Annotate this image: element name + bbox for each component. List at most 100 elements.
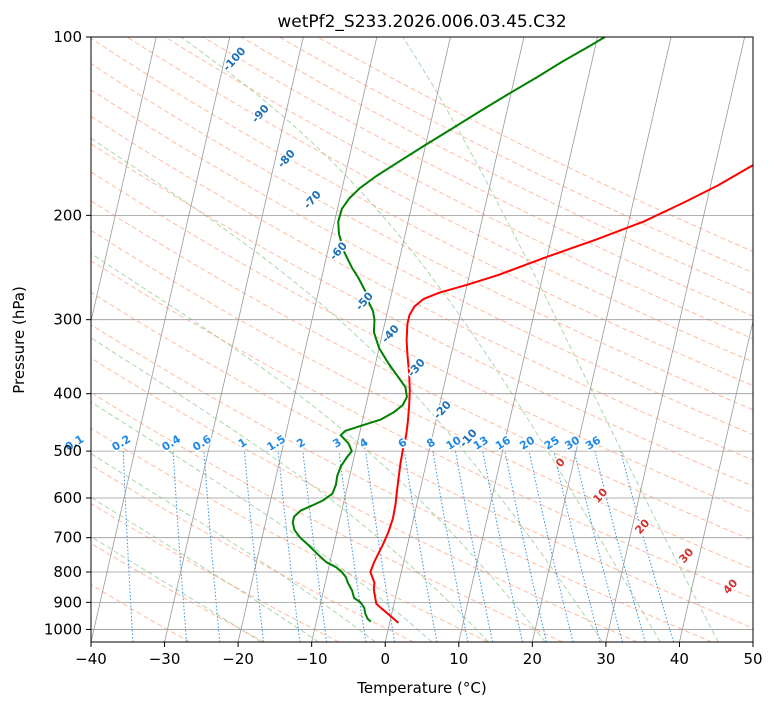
mixing-ratio-line [203, 451, 221, 642]
chart-title: wetPf2_S233.2026.006.03.45.C32 [277, 12, 566, 32]
y-tick-label: 600 [53, 489, 82, 507]
y-tick-label: 1000 [44, 620, 82, 638]
mixing-ratio-label: 1 [236, 436, 249, 451]
isotherm-line [91, 37, 231, 642]
isotherm-line [531, 37, 672, 642]
isotherm-line [91, 37, 157, 324]
mixing-ratio-line [403, 451, 438, 642]
mixing-ratio-label: 0.4 [160, 432, 184, 454]
x-tick-label: 0 [380, 650, 390, 668]
mixing-ratio-label: 6 [396, 435, 410, 450]
moist-adiabat-line [91, 337, 489, 642]
y-tick-label: 800 [53, 563, 82, 581]
dry-adiabat-label: -40 [379, 322, 402, 346]
mixing-ratio-label: 0.6 [190, 432, 214, 454]
dry-adiabat-line [91, 89, 753, 436]
dry-adiabat-label: -60 [327, 239, 350, 263]
x-tick-label: −40 [75, 650, 107, 668]
mixing-ratio-label: 16 [493, 433, 513, 452]
dry-adiabat-line [91, 63, 753, 411]
y-tick-label: 200 [53, 206, 82, 224]
isotherm-line [311, 37, 451, 642]
y-tick-label: 900 [53, 593, 82, 611]
x-tick-label: 50 [743, 650, 762, 668]
dry-adiabat-line [91, 464, 414, 642]
moist-adiabat-line [91, 252, 546, 642]
y-axis-label: Pressure (hPa) [10, 286, 28, 394]
mixing-ratio-line [302, 451, 328, 642]
mixing-ratio-label: 25 [542, 434, 562, 453]
mixing-ratio-line [338, 451, 367, 642]
mixing-ratio-line [482, 451, 523, 642]
dry-adiabat-line [91, 427, 489, 642]
background-lines [0, 37, 753, 642]
isotherm-line [458, 37, 598, 642]
y-tick-label: 500 [53, 442, 82, 460]
moist-adiabat-label: 40 [720, 576, 740, 596]
mixing-ratio-line [553, 450, 601, 642]
dry-adiabat-line [164, 37, 753, 340]
moist-adiabat-line [91, 401, 433, 642]
mixing-ratio-line [172, 451, 188, 642]
mixing-ratio-line [573, 450, 624, 642]
mixing-ratio-label: 36 [583, 433, 603, 452]
mixing-ratio-label: 3 [330, 436, 343, 451]
isotherm-line [384, 37, 525, 642]
y-tick-label: 400 [53, 385, 82, 403]
mixing-ratio-line [243, 451, 264, 642]
data-series [291, 37, 753, 624]
isotherm-line [164, 37, 304, 642]
mixing-ratio-line [277, 451, 301, 642]
y-tick-label: 300 [53, 311, 82, 329]
mixing-ratio-label: 4 [357, 435, 371, 450]
dry-adiabat-line [91, 291, 753, 629]
mixing-ratio-line [455, 451, 494, 642]
mixing-ratio-line [620, 450, 675, 642]
dewpoint-profile-line [291, 37, 606, 623]
x-axis-label: Temperature (°C) [356, 679, 486, 697]
temperature-profile-line [369, 163, 753, 624]
moist-adiabat-line [402, 37, 719, 642]
x-tick-label: −30 [149, 650, 181, 668]
mixing-ratio-line [594, 450, 646, 642]
plot-frame [90, 36, 754, 643]
x-tick-label: 10 [449, 650, 468, 668]
mixing-ratio-line [365, 451, 396, 642]
dry-adiabat-label: -70 [301, 188, 324, 212]
dry-adiabat-label: -90 [249, 102, 272, 126]
axes: −40 −30 −20 −10 0 10 20 30 40 5010020030040050060… [44, 28, 763, 668]
dry-adiabat-label: -20 [431, 398, 454, 422]
x-tick-label: 20 [523, 650, 542, 668]
dry-adiabat-line [91, 143, 753, 487]
dry-adiabat-line [240, 37, 753, 295]
isotherm-line [605, 37, 746, 642]
isotherm-line [752, 640, 753, 642]
dry-adiabat-line [91, 584, 190, 642]
moist-adiabat-line [180, 37, 661, 642]
mixing-ratio-label: 0.2 [110, 432, 133, 453]
isotherm-line [679, 319, 753, 642]
moist-adiabat-label: 30 [676, 545, 696, 565]
mixing-ratio-line [432, 451, 469, 642]
moist-adiabat-line [91, 137, 603, 642]
dry-adiabat-label: -100 [220, 44, 248, 73]
y-tick-label: 700 [53, 529, 82, 547]
dry-adiabat-line [91, 229, 753, 570]
dry-adiabat-line [91, 503, 340, 642]
mixing-ratio-label: 8 [424, 436, 437, 451]
dry-adiabat-line [91, 542, 265, 642]
dry-adiabat-line [91, 37, 753, 387]
mixing-ratio-line [528, 450, 574, 642]
isotherm-line [0, 37, 9, 642]
x-tick-label: −20 [222, 650, 254, 668]
dry-adiabat-line [91, 260, 753, 599]
moist-adiabat-label: 0 [553, 455, 568, 470]
x-tick-label: 30 [596, 650, 615, 668]
mixing-ratio-label: 1.5 [265, 432, 288, 453]
dry-adiabat-line [126, 37, 753, 363]
x-tick-label: −10 [296, 650, 328, 668]
mixing-ratio-line [122, 451, 134, 642]
moist-adiabat-label: 20 [632, 516, 652, 536]
dry-adiabat-line [91, 200, 753, 542]
